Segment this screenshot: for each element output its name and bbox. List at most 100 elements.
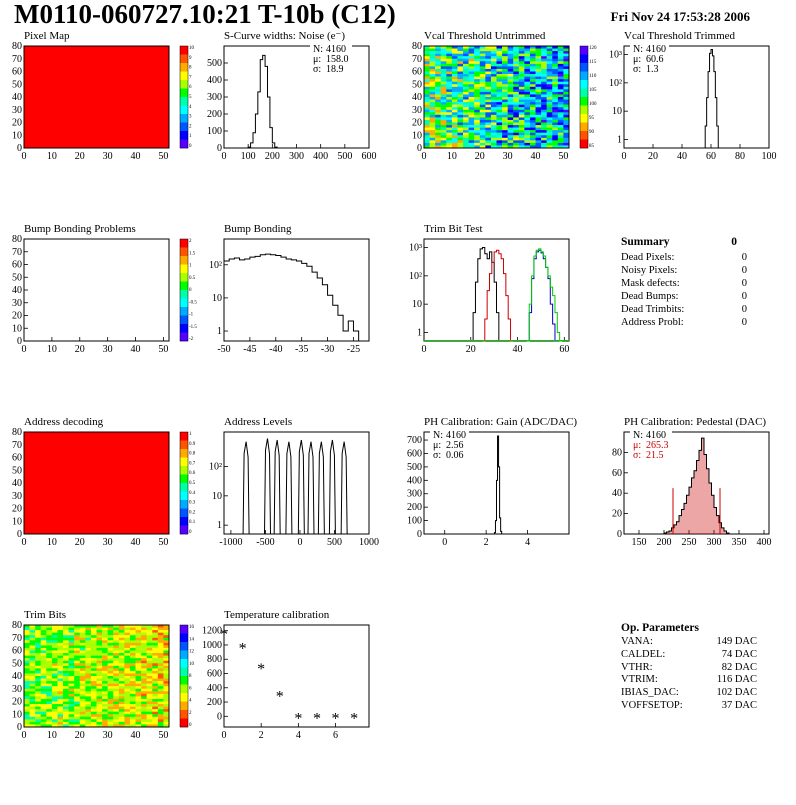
heatmap-cell <box>524 46 531 49</box>
heatmap-cell <box>557 99 564 103</box>
heatmap-cell <box>24 714 30 717</box>
heatmap-cell <box>446 140 453 144</box>
heatmap-cell <box>502 56 508 59</box>
heatmap-cell <box>157 716 164 720</box>
heatmap-cell <box>468 86 475 90</box>
y-tick-label: 10² <box>209 260 222 271</box>
heatmap-cell <box>157 701 164 705</box>
heatmap-cell <box>85 688 92 692</box>
heatmap-cell <box>463 66 469 70</box>
heatmap-cell <box>63 663 69 666</box>
heatmap-cell <box>107 663 114 666</box>
y-tick-label: 10 <box>212 293 222 304</box>
heatmap-cell <box>74 640 80 644</box>
heatmap-cell <box>85 658 92 661</box>
heatmap-cell <box>46 709 53 712</box>
heatmap-cell <box>107 632 114 636</box>
colorbar-label: 7 <box>189 75 192 80</box>
colorbar-label: 0.8 <box>189 452 196 457</box>
heatmap-cell <box>457 74 464 77</box>
heatmap-cell <box>107 714 114 717</box>
heatmap-cell <box>468 145 475 149</box>
heatmap-cell <box>163 658 170 661</box>
colorbar-segment <box>580 71 588 81</box>
heatmap-cell <box>141 719 147 723</box>
heatmap-cell <box>535 107 542 110</box>
heatmap-cell <box>463 117 469 121</box>
heatmap-cell <box>546 58 553 62</box>
heatmap-cell <box>90 647 97 651</box>
heatmap-cell <box>107 678 114 682</box>
heatmap-cell <box>29 698 36 702</box>
x-tick-label: 20 <box>75 730 85 741</box>
heatmap-cell <box>435 127 441 131</box>
heatmap-cell <box>485 53 492 57</box>
heatmap-cell <box>157 650 164 654</box>
heatmap-cell <box>129 688 136 692</box>
heatmap-cell <box>46 660 53 664</box>
heatmap-cell <box>163 721 170 725</box>
summary-label: Mask defects: <box>621 278 680 289</box>
heatmap-cell <box>68 711 75 715</box>
stats-row: N: 4160 <box>633 431 669 441</box>
heatmap-cell <box>102 673 108 677</box>
heatmap-cell <box>74 642 80 646</box>
heatmap-cell <box>68 698 75 702</box>
heatmap-cell <box>524 142 531 146</box>
heatmap-cell <box>146 668 153 672</box>
heatmap-cell <box>141 681 147 684</box>
heatmap-cell <box>124 632 131 636</box>
colorbar-label: 6 <box>189 85 192 90</box>
heatmap-cell <box>490 140 497 144</box>
heatmap-cell <box>440 132 447 136</box>
heatmap-cell <box>135 637 142 641</box>
heatmap-cell <box>563 76 570 80</box>
heatmap-cell <box>63 647 69 651</box>
heatmap-cell <box>51 650 58 654</box>
heatmap-cell <box>518 91 525 95</box>
heatmap-cell <box>468 122 475 126</box>
y-tick-label: 60 <box>12 453 22 464</box>
heatmap-cell <box>557 140 564 144</box>
heatmap-cell <box>68 683 75 687</box>
heatmap-cell <box>513 46 520 49</box>
heatmap-cell <box>496 66 503 70</box>
heatmap-cell <box>46 665 53 669</box>
heatmap-cell <box>146 704 153 707</box>
heatmap-cell <box>29 716 36 720</box>
heatmap-cell <box>96 640 103 644</box>
heatmap-cell <box>485 109 492 113</box>
heatmap-cell <box>40 678 47 682</box>
heatmap-cell <box>24 716 30 720</box>
heatmap-cell <box>51 686 58 689</box>
heatmap-cell <box>163 706 170 710</box>
heatmap-cell <box>57 681 64 684</box>
heatmap-cell <box>552 130 559 133</box>
heatmap-cell <box>557 91 564 95</box>
heatmap-cell <box>529 104 536 108</box>
heatmap-cell <box>118 716 125 720</box>
heatmap-cell <box>35 709 41 712</box>
heatmap-cell <box>496 130 503 133</box>
heatmap-cell <box>96 637 103 641</box>
heatmap-cell <box>485 48 492 52</box>
heatmap-cell <box>496 145 503 149</box>
heatmap-cell <box>424 114 430 118</box>
colorbar-segment <box>180 88 188 98</box>
heatmap-cell <box>490 97 497 100</box>
heatmap-cell <box>96 719 103 723</box>
heatmap-cell <box>118 698 125 702</box>
heatmap-cell <box>502 104 508 108</box>
heatmap-cell <box>424 76 430 80</box>
heatmap-cell <box>524 135 531 138</box>
heatmap-cell <box>541 142 547 146</box>
heatmap-cell <box>513 112 520 116</box>
heatmap-cell <box>141 688 147 692</box>
x-tick-label: 40 <box>513 344 523 355</box>
heatmap-cell <box>85 711 92 715</box>
colorbar-label: 0.2 <box>189 510 196 515</box>
heatmap-cell <box>46 716 53 720</box>
heatmap-cell <box>429 125 436 128</box>
heatmap-cell <box>118 647 125 651</box>
